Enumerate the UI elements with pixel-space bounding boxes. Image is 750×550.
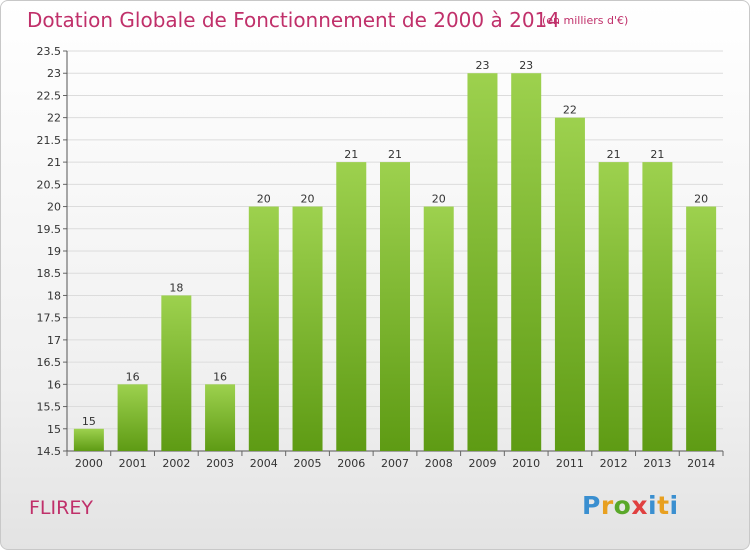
data-label: 21 [388, 148, 402, 161]
data-label: 20 [301, 193, 315, 206]
y-tick-label: 15 [47, 423, 61, 436]
bar [161, 295, 192, 451]
x-tick-label: 2011 [556, 457, 584, 470]
x-tick-label: 2006 [337, 457, 365, 470]
y-tick-label: 23 [47, 67, 61, 80]
x-tick-label: 2001 [119, 457, 147, 470]
bar [380, 162, 410, 451]
y-tick-label: 20.5 [37, 178, 62, 191]
bar [423, 206, 454, 451]
bar [205, 384, 236, 451]
data-label: 23 [475, 59, 489, 72]
x-tick-label: 2005 [294, 457, 322, 470]
data-label: 16 [213, 370, 227, 383]
y-tick-label: 16.5 [37, 356, 62, 369]
x-tick-label: 2010 [512, 457, 540, 470]
bar [292, 206, 323, 451]
x-tick-label: 2013 [643, 457, 671, 470]
y-tick-label: 20 [47, 201, 61, 214]
data-label: 20 [257, 193, 271, 206]
y-tick-label: 21 [47, 156, 61, 169]
y-tick-label: 17 [47, 334, 61, 347]
data-label: 21 [344, 148, 358, 161]
bar [73, 428, 104, 451]
x-tick-label: 2004 [250, 457, 278, 470]
bar [117, 384, 148, 451]
data-label: 20 [694, 193, 708, 206]
x-tick-label: 2002 [162, 457, 190, 470]
bar [511, 73, 542, 451]
x-tick-label: 2009 [468, 457, 496, 470]
y-tick-label: 16 [47, 378, 61, 391]
data-label: 20 [432, 193, 446, 206]
y-tick-label: 23.5 [37, 45, 62, 58]
bar [554, 117, 585, 452]
data-label: 15 [82, 415, 96, 428]
x-tick-label: 2003 [206, 457, 234, 470]
y-tick-label: 18 [47, 289, 61, 302]
y-tick-label: 22 [47, 112, 61, 125]
bar [642, 162, 673, 451]
y-tick-label: 17.5 [37, 312, 62, 325]
y-tick-label: 19.5 [37, 223, 62, 236]
x-tick-label: 2008 [425, 457, 453, 470]
y-tick-label: 14.5 [37, 445, 62, 458]
bar [686, 206, 717, 451]
data-label: 22 [563, 104, 577, 117]
y-tick-label: 18.5 [37, 267, 62, 280]
data-label: 16 [126, 370, 140, 383]
y-tick-label: 19 [47, 245, 61, 258]
data-label: 23 [519, 59, 533, 72]
x-tick-label: 2007 [381, 457, 409, 470]
data-label: 18 [169, 281, 183, 294]
proxiti-logo: Proxiti [582, 491, 679, 520]
bar [248, 206, 279, 451]
data-label: 21 [650, 148, 664, 161]
y-tick-label: 22.5 [37, 89, 62, 102]
chart-title: Dotation Globale de Fonctionnement de 20… [27, 8, 560, 32]
x-tick-label: 2014 [687, 457, 715, 470]
x-tick-label: 2000 [75, 457, 103, 470]
chart-subtitle: (en milliers d'€) [542, 14, 629, 27]
x-tick-label: 2012 [600, 457, 628, 470]
bar [336, 162, 367, 451]
data-label: 21 [607, 148, 621, 161]
bar [598, 162, 629, 451]
y-tick-label: 21.5 [37, 134, 62, 147]
y-tick-label: 15.5 [37, 401, 62, 414]
bar [467, 73, 498, 451]
commune-name: FLIREY [29, 497, 93, 519]
